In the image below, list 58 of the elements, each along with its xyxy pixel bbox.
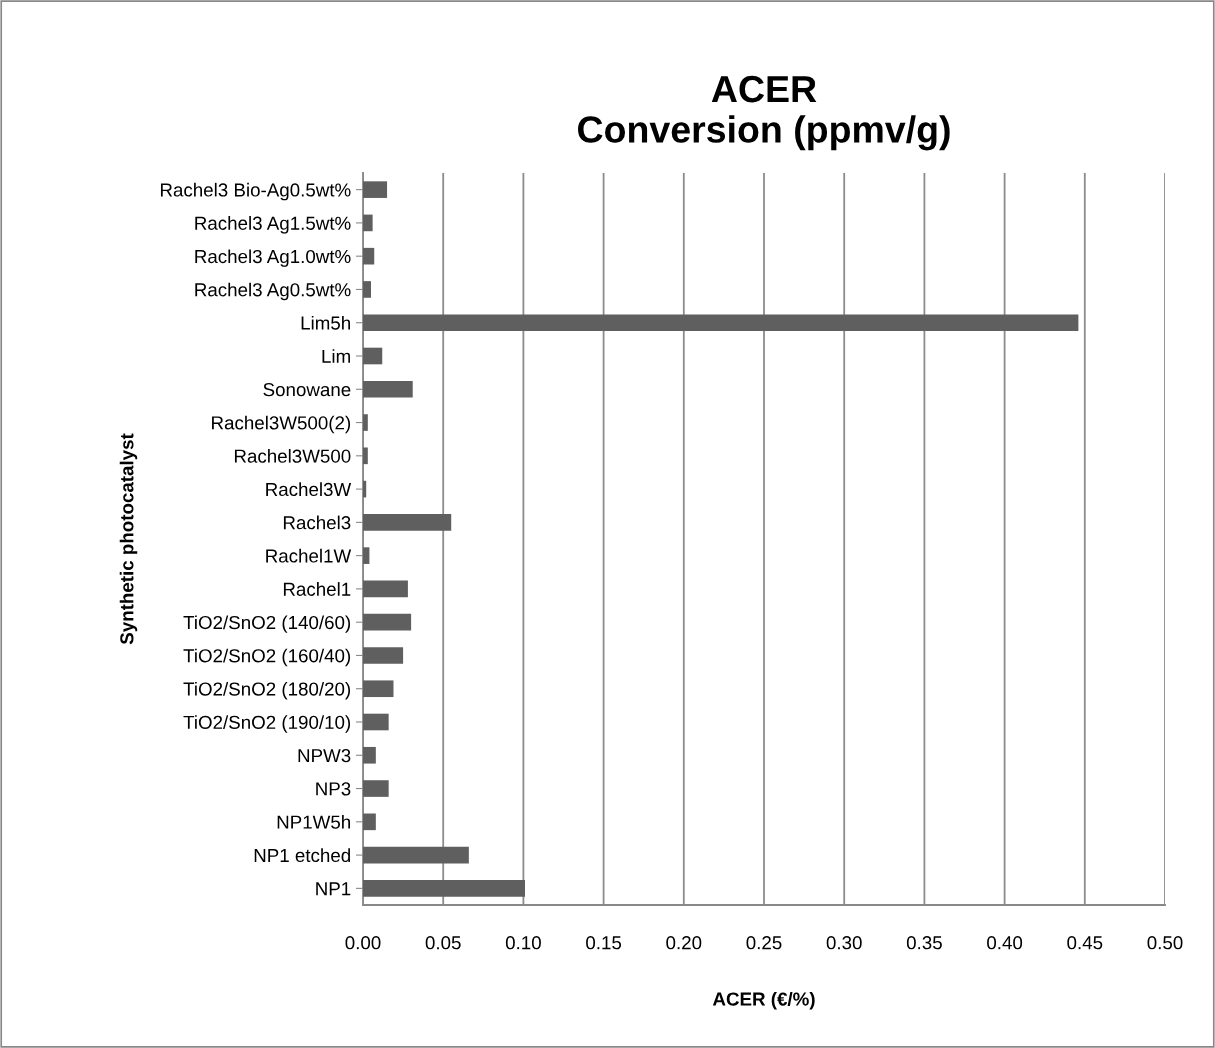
x-axis-title: ACER (€/%) — [712, 991, 815, 1010]
y-tick-label: Rachel3 Ag1.0wt% — [195, 249, 351, 267]
y-tick-label: Sonowane — [263, 382, 351, 397]
y-tick-label: NP1 — [316, 882, 351, 896]
y-tick-label: Rachel3W500(2) — [212, 415, 351, 434]
y-tick-label: NPW3 — [298, 748, 351, 763]
bar — [363, 414, 368, 431]
y-tick-label: Rachel3 — [283, 515, 351, 530]
bar — [363, 613, 412, 631]
x-tick-label: 0.10 — [505, 936, 541, 950]
y-tick-label: Rachel3 Bio-Ag0.5wt% — [160, 182, 351, 201]
bar — [363, 181, 388, 198]
y-tick-label: Rachel3W — [266, 482, 352, 497]
bar — [363, 680, 394, 698]
bar — [363, 746, 376, 764]
bar — [363, 447, 368, 465]
x-tick-label: 0.30 — [826, 936, 862, 950]
bar — [363, 480, 367, 498]
y-tick-label: TiO2/SnO2 (180/20) — [183, 681, 351, 700]
x-tick-label: 0.35 — [906, 936, 942, 950]
bar — [363, 214, 373, 232]
bar — [363, 247, 375, 265]
bar — [363, 846, 469, 864]
bar — [363, 281, 372, 298]
x-tick-label: 0.25 — [746, 936, 782, 950]
y-tick-label: Rachel3 Ag0.5wt% — [195, 282, 351, 301]
bar — [363, 647, 404, 664]
bar — [363, 580, 408, 598]
y-tick-label: NP3 — [316, 782, 351, 796]
y-tick-label: Rachel3 Ag1.5wt% — [195, 216, 351, 234]
y-tick-label: TiO2/SnO2 (140/60) — [183, 615, 351, 633]
y-tick-label: Rachel1 — [283, 582, 351, 596]
bar — [363, 780, 389, 797]
bar — [363, 514, 452, 531]
x-tick-label: 0.00 — [345, 936, 381, 950]
x-tick-label: 0.40 — [987, 936, 1023, 950]
y-tick-label: Lim5h — [301, 315, 350, 330]
y-tick-label: TiO2/SnO2 (160/40) — [183, 648, 351, 667]
chart-title: ACER Conversion (ppmv/g) — [578, 75, 950, 151]
y-tick-label: TiO2/SnO2 (190/10) — [183, 715, 351, 733]
bar — [363, 813, 376, 831]
x-tick-label: 0.05 — [425, 936, 461, 950]
x-tick-label: 0.50 — [1147, 936, 1183, 950]
y-tick-label: Lim — [322, 349, 350, 363]
bar — [363, 314, 1079, 332]
x-tick-label: 0.20 — [666, 936, 702, 950]
bar — [363, 347, 383, 365]
y-tick-label: NP1 etched — [254, 848, 350, 863]
y-tick-label: Rachel3W500 — [234, 449, 351, 463]
bar — [363, 880, 525, 897]
x-tick-label: 0.45 — [1067, 936, 1103, 950]
x-tick-label: 0.15 — [586, 936, 622, 950]
bar — [363, 547, 370, 564]
y-tick-label: NP1W5h — [277, 815, 350, 829]
bar — [363, 713, 389, 731]
bar — [363, 380, 413, 398]
y-axis-title: Synthetic photocatalyst — [119, 433, 138, 645]
y-tick-label: Rachel1W — [266, 548, 352, 563]
